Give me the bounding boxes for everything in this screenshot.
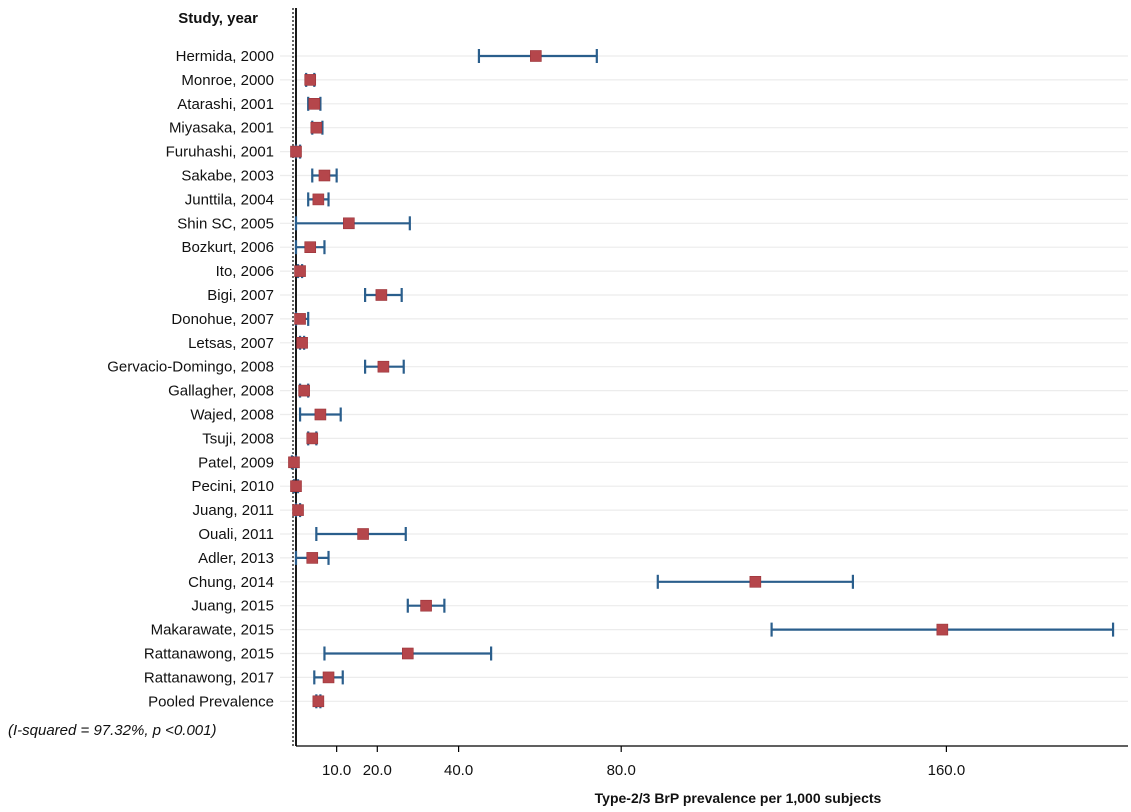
point-estimate (530, 50, 542, 62)
study-marker (290, 479, 302, 494)
study-label: Gervacio-Domingo, 2008 (107, 359, 274, 376)
study-label: Junttila, 2004 (185, 191, 274, 208)
study-label: Hermida, 2000 (176, 48, 274, 65)
study-marker (364, 288, 403, 302)
point-estimate (314, 408, 327, 421)
x-axis-title: Type-2/3 BrP prevalence per 1,000 subjec… (595, 790, 882, 806)
point-estimate (288, 456, 300, 469)
x-tick-label: 10.0 (322, 762, 351, 779)
study-marker (294, 311, 310, 326)
study-marker (313, 670, 344, 685)
study-marker (296, 335, 308, 350)
study-marker (292, 503, 304, 518)
point-estimate (290, 480, 302, 493)
x-tick-label: 160.0 (928, 762, 966, 779)
study-label: Furuhashi, 2001 (166, 144, 274, 161)
study-marker (770, 622, 1115, 637)
study-label: Donohue, 2007 (171, 311, 274, 328)
point-estimate (304, 74, 317, 86)
study-label: Sakabe, 2003 (181, 168, 274, 185)
point-estimate (292, 504, 304, 516)
point-estimate (375, 289, 388, 301)
point-estimate (420, 599, 432, 612)
point-estimate (357, 528, 369, 540)
study-marker (298, 383, 310, 398)
point-estimate (343, 217, 355, 230)
study-label: Atarashi, 2001 (177, 96, 274, 113)
study-marker (304, 72, 317, 87)
study-label: Pooled Prevalence (148, 693, 274, 710)
column-heading: Study, year (178, 10, 258, 27)
point-estimate (290, 145, 302, 158)
study-marker (310, 120, 324, 135)
study-marker (306, 431, 319, 446)
study-marker (364, 359, 405, 374)
study-label: Patel, 2009 (198, 454, 274, 471)
study-label: Adler, 2013 (198, 550, 274, 567)
point-estimate (749, 575, 762, 588)
study-marker (294, 240, 326, 255)
study-label: Pecini, 2010 (191, 478, 274, 495)
study-label: Bozkurt, 2006 (181, 239, 274, 256)
point-estimate (310, 121, 323, 134)
study-label: Rattanawong, 2015 (144, 646, 274, 663)
point-estimate (296, 336, 308, 349)
study-marker (477, 49, 598, 63)
point-estimate (312, 193, 325, 206)
study-marker (315, 527, 407, 541)
x-tick-label: 40.0 (444, 762, 473, 779)
study-marker (294, 550, 330, 565)
study-marker (323, 646, 493, 661)
point-estimate (298, 384, 310, 397)
study-label: Rattanawong, 2017 (144, 669, 274, 686)
study-marker (294, 216, 411, 231)
point-estimate (377, 360, 390, 373)
study-marker (298, 407, 342, 422)
study-marker (290, 144, 302, 159)
study-label: Miyasaka, 2001 (169, 120, 274, 137)
study-marker (311, 168, 338, 183)
study-label: Ouali, 2011 (198, 526, 274, 543)
study-label: Shin SC, 2005 (177, 215, 274, 232)
point-estimate (318, 169, 331, 182)
study-marker (288, 455, 300, 470)
study-marker (312, 694, 325, 709)
study-label: Bigi, 2007 (207, 287, 274, 304)
x-tick-label: 80.0 (607, 762, 636, 779)
study-label: Ito, 2006 (216, 263, 274, 280)
study-label: Makarawate, 2015 (151, 622, 274, 639)
point-estimate (304, 241, 317, 253)
x-tick-label: 20.0 (363, 762, 392, 779)
point-estimate (312, 695, 325, 708)
study-marker (406, 598, 446, 613)
point-estimate (401, 647, 414, 660)
point-estimate (306, 432, 319, 445)
study-label: Gallagher, 2008 (168, 383, 274, 400)
study-marker (294, 264, 306, 279)
point-estimate (936, 623, 949, 636)
study-marker (307, 96, 322, 111)
study-label: Letsas, 2007 (188, 335, 274, 352)
point-estimate (294, 265, 306, 277)
study-label: Juang, 2015 (191, 598, 274, 615)
study-marker (307, 192, 330, 207)
heterogeneity-note: (I-squared = 97.32%, p <0.001) (8, 722, 216, 739)
study-marker (656, 574, 855, 589)
study-label: Monroe, 2000 (181, 72, 274, 89)
point-estimate (308, 98, 321, 110)
point-estimate (294, 313, 306, 325)
point-estimate (306, 552, 319, 564)
study-label: Juang, 2011 (193, 502, 274, 519)
point-estimate (322, 671, 335, 684)
study-label: Wajed, 2008 (190, 407, 274, 424)
study-label: Chung, 2014 (188, 574, 274, 591)
study-label: Tsuji, 2008 (202, 430, 274, 447)
